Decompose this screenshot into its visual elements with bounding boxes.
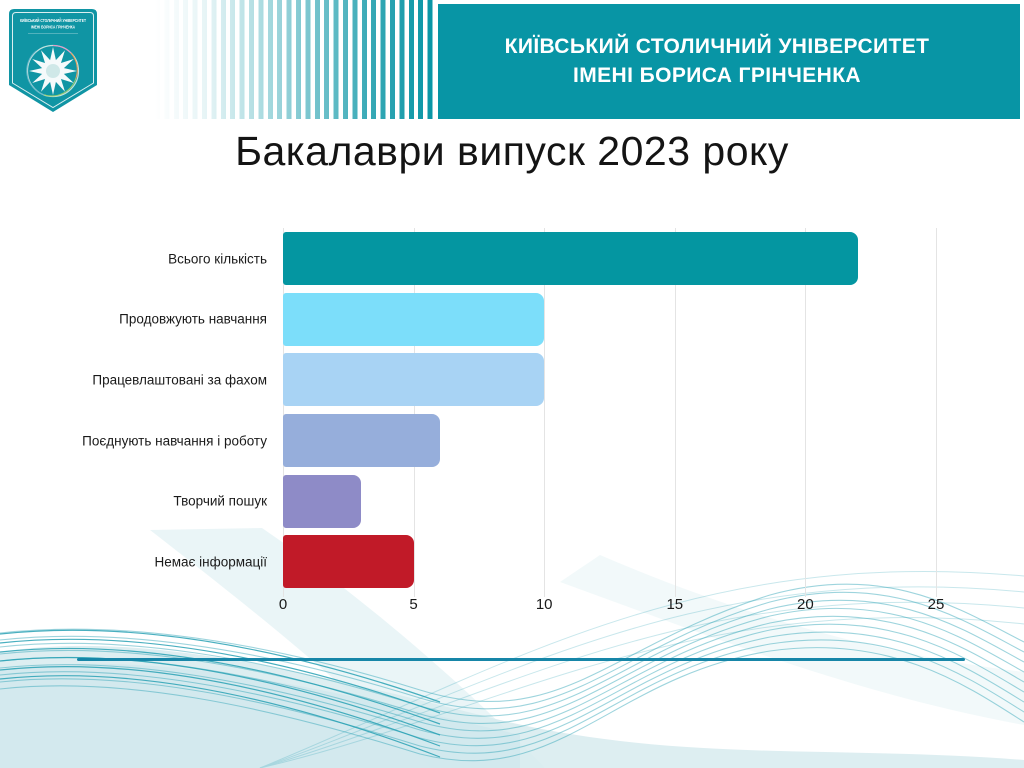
grid-line bbox=[674, 228, 676, 597]
bar bbox=[283, 414, 440, 467]
bar bbox=[283, 292, 545, 346]
header-teal-block: КИЇВСЬКИЙ СТОЛИЧНИЙ УНІВЕРСИТЕТ ІМЕНІ БО… bbox=[438, 4, 1020, 119]
chart-category-axis: Всього кількість Продовжують навчання Прац… bbox=[55, 228, 275, 592]
grid-line bbox=[413, 228, 415, 597]
bar bbox=[283, 535, 414, 589]
bar bbox=[283, 474, 362, 528]
logo-text-line1: КИЇВСЬКИЙ СТОЛИЧНИЙ УНІВЕРСИТЕТ bbox=[20, 16, 86, 23]
category-label: Творчий пошук bbox=[173, 493, 267, 509]
x-axis-tick-label: 25 bbox=[927, 596, 945, 613]
university-name-line2: ІМЕНІ БОРИСА ГРІНЧЕНКА bbox=[573, 63, 861, 87]
x-axis-tick-label: 20 bbox=[797, 596, 814, 613]
grid-line bbox=[805, 228, 807, 597]
category-label: Продовжують навчання bbox=[119, 311, 267, 327]
logo-shield-border bbox=[12, 12, 94, 109]
category-label: Працевлаштовані за фахом bbox=[92, 372, 267, 388]
accent-horizontal-line bbox=[77, 658, 965, 661]
bar bbox=[283, 232, 858, 285]
grid-line bbox=[283, 228, 284, 597]
grid-line bbox=[544, 228, 546, 597]
university-name-line1: КИЇВСЬКИЙ СТОЛИЧНИЙ УНІВЕРСИТЕТ bbox=[504, 35, 930, 59]
header-band: КИЇВСЬКИЙ СТОЛИЧНИЙ УНІВЕРСИТЕТ ІМЕНІ БО… bbox=[0, 0, 1024, 119]
university-logo: КИЇВСЬКИЙ СТОЛИЧНИЙ УНІВЕРСИТЕТ ІМЕНІ БО… bbox=[9, 9, 97, 112]
slide-title: Бакалаври випуск 2023 року bbox=[235, 128, 789, 174]
header-stripes-pattern bbox=[155, 0, 435, 119]
category-label: Поєднують навчання і роботу bbox=[82, 433, 267, 448]
x-axis-tick-label: 10 bbox=[535, 596, 553, 613]
x-axis-tick-label: 0 bbox=[278, 596, 288, 613]
category-label: Немає інформації bbox=[154, 554, 267, 570]
bar bbox=[283, 353, 545, 407]
bar-chart-plot-area: 0 5 10 15 20 25 bbox=[279, 228, 944, 613]
logo-text-line2: ІМЕНІ БОРИСА ГРІНЧЕНКА bbox=[31, 25, 75, 30]
logo-starburst-emblem bbox=[26, 44, 80, 98]
category-label: Всього кількість bbox=[168, 251, 267, 266]
x-axis-tick-label: 5 bbox=[409, 596, 418, 613]
university-name: КИЇВСЬКИЙ СТОЛИЧНИЙ УНІВЕРСИТЕТ ІМЕНІ БО… bbox=[505, 33, 954, 90]
x-axis-tick-label: 15 bbox=[666, 596, 684, 613]
grid-line bbox=[936, 228, 937, 597]
